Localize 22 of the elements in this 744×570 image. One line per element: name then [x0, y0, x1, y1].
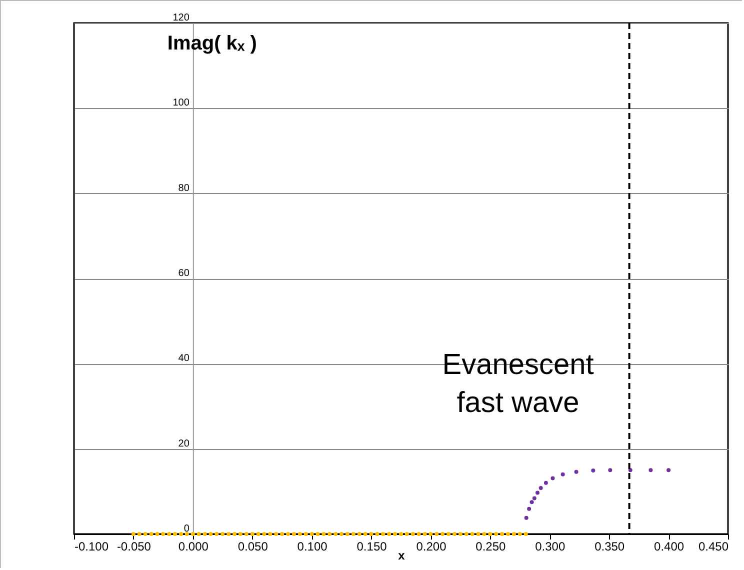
x-tick-label: 0.250 — [476, 540, 506, 554]
x-tick-label: 0.150 — [356, 540, 388, 554]
x-tick-label: 0.300 — [535, 540, 566, 554]
x-tick-label: -0.100 — [74, 540, 109, 554]
y-tick-label: 40 — [178, 353, 190, 364]
x-tick-label: 0.200 — [416, 540, 447, 554]
x-tick-label: 0.000 — [178, 540, 209, 554]
y-tick-label: 100 — [172, 98, 190, 109]
x-tick-label: 0.100 — [297, 540, 328, 554]
x-axis-title: x — [398, 548, 406, 562]
y-tick-label: 120 — [172, 12, 190, 24]
y-tick-label: 0 — [184, 524, 190, 534]
y-axis-title: Imag( kₓ ) — [167, 32, 257, 54]
y-tick-label: 60 — [178, 268, 190, 279]
y-tick-label: 20 — [178, 438, 190, 450]
y-tick-label: 80 — [178, 182, 190, 194]
x-tick-label: 0.450 — [698, 540, 729, 554]
x-tick-label: 0.400 — [654, 540, 684, 554]
x-tick-label: 0.350 — [594, 540, 625, 554]
x-tick-label: 0.050 — [238, 540, 268, 554]
x-tick-label: -0.050 — [116, 540, 152, 554]
annotation: Evanescent fast wave — [442, 349, 594, 419]
